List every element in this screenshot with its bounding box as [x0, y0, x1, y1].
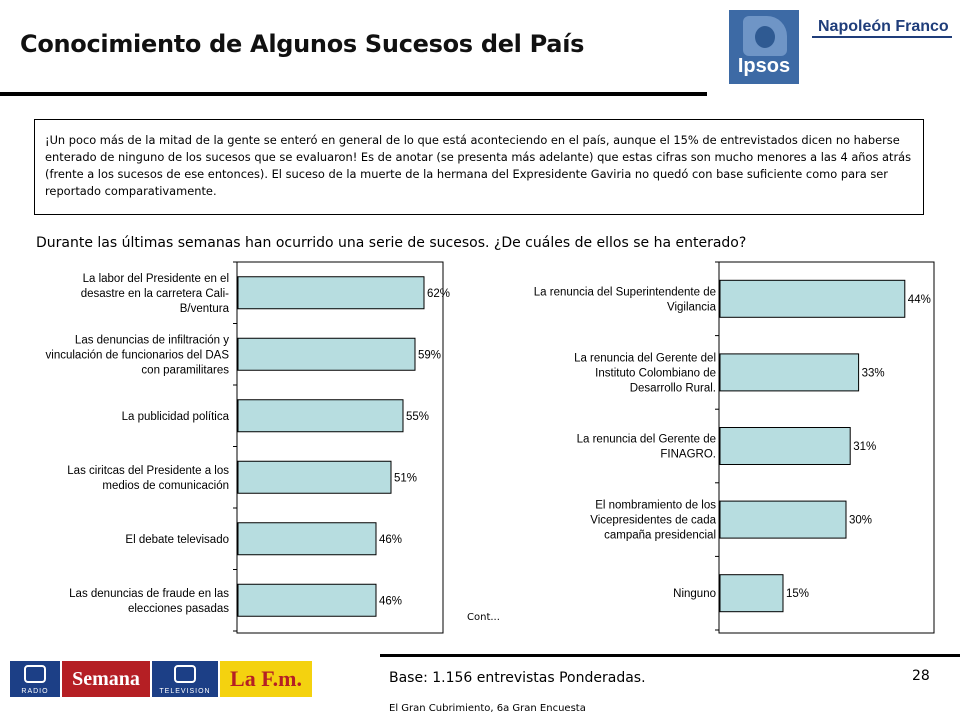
napoleon-franco-logo: Napoleón Franco [818, 18, 949, 35]
la-fm-logo: La F.m. [220, 661, 312, 697]
ipsos-logo-eye-icon [755, 26, 775, 48]
chart-2-bar [719, 353, 860, 392]
chart-1-value-label: 46% [379, 534, 402, 546]
chart-1-value-label: 55% [406, 411, 429, 423]
chart-1-bar [237, 583, 377, 617]
chart-2-value-label: 15% [786, 588, 809, 600]
rcn-tv-mark-icon [174, 665, 196, 683]
chart-2-category-label: Ninguno [673, 588, 716, 600]
semana-logo: Semana [62, 661, 150, 697]
chart-1-category-label: Las denuncias de infiltración y vinculaci… [46, 334, 230, 376]
chart-2-category-label: El nombramiento de los Vicepresidentes de… [590, 500, 716, 542]
chart-1-value-label: 51% [394, 472, 417, 484]
chart-2-value-label: 44% [908, 294, 931, 306]
rcn-tv-logo-text: TELEVISION [159, 688, 211, 695]
chart-2-bar [719, 279, 906, 318]
chart-2-category-label: La renuncia del Superintendente de Vigila… [534, 286, 717, 313]
chart-1-bar [237, 522, 377, 556]
chart-1-value-label: 62% [427, 288, 450, 300]
page-number: 28 [912, 668, 930, 684]
continued-label: Cont... [467, 612, 500, 623]
survey-question: Durante las últimas semanas han ocurrido… [36, 235, 747, 251]
chart-2-frame [718, 261, 935, 634]
chart-2-category-label: La renuncia del Gerente de FINAGRO. [577, 434, 716, 461]
ipsos-logo-text: Ipsos [737, 55, 791, 77]
rcn-radio-logo: RADIO [10, 661, 60, 697]
chart-2-bar [719, 427, 851, 465]
summary-note-text: ¡Un poco más de la mitad de la gente se … [45, 133, 912, 198]
chart-1-bar [237, 276, 425, 310]
summary-note-box: ¡Un poco más de la mitad de la gente se … [34, 119, 924, 215]
chart-2-bar [719, 574, 784, 613]
rcn-radio-logo-text: RADIO [21, 688, 49, 695]
chart-2-value-label: 31% [853, 441, 876, 453]
ipsos-logo: Ipsos [729, 10, 799, 84]
chart-1-category-label: El debate televisado [125, 534, 229, 546]
napoleon-franco-underline [812, 36, 952, 38]
chart-1-bar [237, 337, 416, 371]
footer-divider [380, 654, 960, 657]
rcn-radio-mark-icon [24, 665, 46, 683]
chart-1-frame [236, 261, 444, 634]
title-divider [0, 92, 707, 96]
chart-1-value-label: 46% [379, 595, 402, 607]
chart-1-bar [237, 399, 404, 433]
chart-1-category-label: Las ciritcas del Presidente a los medios … [67, 465, 229, 492]
chart-2-value-label: 30% [849, 515, 872, 527]
page-title: Conocimiento de Algunos Sucesos del País [20, 30, 585, 58]
chart-1-category-label: La labor del Presidente en el desastre en… [81, 273, 230, 315]
chart-2-category-label: La renuncia del Gerente del Instituto Col… [574, 352, 716, 394]
chart-2-bar [719, 500, 847, 539]
base-note: Base: 1.156 entrevistas Ponderadas. [389, 670, 646, 686]
chart-1-category-label: La publicidad política [122, 411, 230, 423]
source-note: El Gran Cubrimiento, 6a Gran Encuesta [389, 703, 586, 714]
chart-1-category-label: Las denuncias de fraude en las elecciones… [69, 588, 229, 615]
rcn-television-logo: TELEVISION [152, 661, 218, 697]
chart-2-value-label: 33% [862, 367, 885, 379]
chart-1-bar [237, 460, 392, 494]
chart-1-value-label: 59% [418, 349, 441, 361]
